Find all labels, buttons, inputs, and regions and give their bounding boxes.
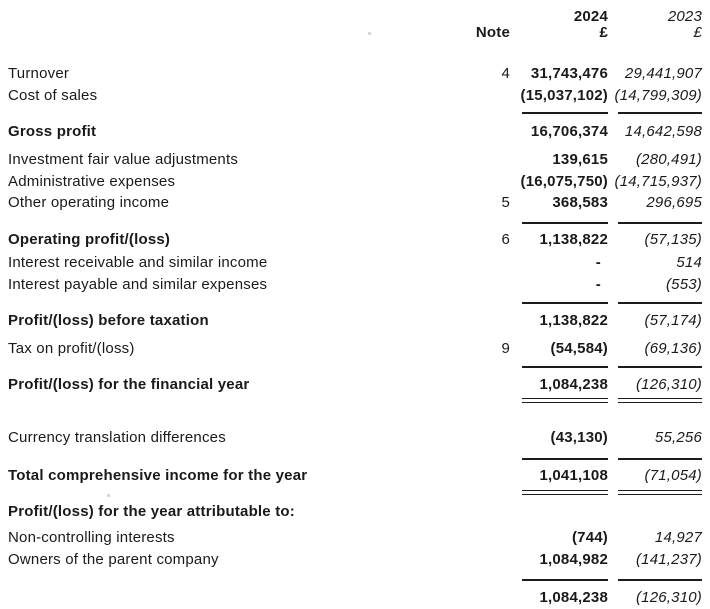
total-double-rule xyxy=(8,490,702,495)
value-2024: (54,584) xyxy=(550,340,608,357)
row-label: Non-controlling interests xyxy=(8,529,175,546)
row-label: Turnover xyxy=(8,65,70,82)
table-row-investment-fair-value-adjustments: Investment fair value adjustments 139,61… xyxy=(8,152,702,168)
subtotal-rule xyxy=(8,458,702,460)
subtotal-rule xyxy=(8,302,702,304)
value-2024: (16,075,750) xyxy=(520,173,608,190)
value-2023: (553) xyxy=(665,276,702,293)
value-2023: 29,441,907 xyxy=(624,65,702,82)
value-2024: 1,041,108 xyxy=(539,467,608,484)
row-label: Profit/(loss) for the financial year xyxy=(8,376,250,393)
table-row-profit-before-taxation: Profit/(loss) before taxation 1,138,822 … xyxy=(8,313,702,329)
column-header-2024: 2024 xyxy=(573,8,608,25)
scan-artifact-dot xyxy=(107,494,110,497)
row-label: Cost of sales xyxy=(8,87,98,104)
subtotal-rule xyxy=(8,366,702,368)
table-row-currency-translation-differences: Currency translation differences (43,130… xyxy=(8,430,702,446)
row-label: Tax on profit/(loss) xyxy=(8,340,135,357)
value-2023: (126,310) xyxy=(635,589,702,606)
value-2023: (57,135) xyxy=(644,231,702,248)
value-2024: (15,037,102) xyxy=(520,87,608,104)
note-value: 6 xyxy=(501,231,510,248)
value-2023: 14,927 xyxy=(654,529,702,546)
table-row-interest-payable: Interest payable and similar expenses - … xyxy=(8,277,702,293)
row-label: Profit/(loss) before taxation xyxy=(8,312,209,329)
row-label: Owners of the parent company xyxy=(8,551,219,568)
currency-symbol-2024: £ xyxy=(599,24,608,41)
value-2023: 514 xyxy=(676,254,702,271)
row-label: Gross profit xyxy=(8,123,97,140)
table-row-gross-profit: Gross profit 16,706,374 14,642,598 xyxy=(8,124,702,140)
value-2024: 368,583 xyxy=(552,194,608,211)
value-2024: - xyxy=(595,254,601,271)
value-2023: 296,695 xyxy=(646,194,702,211)
row-label: Operating profit/(loss) xyxy=(8,231,171,248)
value-2024: (43,130) xyxy=(550,429,608,446)
scan-artifact-dot xyxy=(368,32,371,35)
table-row-non-controlling-interests: Non-controlling interests (744) 14,927 xyxy=(8,530,702,546)
note-value: 5 xyxy=(501,194,510,211)
value-2024: - xyxy=(595,276,601,293)
value-2023: (126,310) xyxy=(635,376,702,393)
row-label: Currency translation differences xyxy=(8,429,226,446)
table-row-total-comprehensive-income: Total comprehensive income for the year … xyxy=(8,468,702,484)
row-label: Administrative expenses xyxy=(8,173,176,190)
value-2024: 139,615 xyxy=(552,151,608,168)
value-2024: 1,084,982 xyxy=(539,551,608,568)
table-row-attributable-total: 1,084,238 (126,310) xyxy=(8,590,702,606)
table-row-other-operating-income: Other operating income 5 368,583 296,695 xyxy=(8,195,702,211)
table-row-tax-on-profit: Tax on profit/(loss) 9 (54,584) (69,136) xyxy=(8,341,702,357)
value-2024: 1,084,238 xyxy=(539,589,608,606)
value-2023: (57,174) xyxy=(644,312,702,329)
subtotal-rule xyxy=(8,579,702,581)
value-2024: 16,706,374 xyxy=(530,123,608,140)
table-row-operating-profit-loss: Operating profit/(loss) 6 1,138,822 (57,… xyxy=(8,232,702,248)
value-2023: (14,799,309) xyxy=(614,87,702,104)
note-value: 4 xyxy=(501,65,510,82)
column-header-note: Note xyxy=(475,24,510,41)
column-header-units: Note £ £ xyxy=(8,25,702,41)
value-2023: 14,642,598 xyxy=(624,123,702,140)
table-row-owners-of-parent: Owners of the parent company 1,084,982 (… xyxy=(8,552,702,568)
value-2024: 1,084,238 xyxy=(539,376,608,393)
currency-symbol-2023: £ xyxy=(693,24,702,41)
value-2023: (69,136) xyxy=(644,340,702,357)
value-2024: 1,138,822 xyxy=(539,312,608,329)
table-row-turnover: Turnover 4 31,743,476 29,441,907 xyxy=(8,66,702,82)
value-2024: (744) xyxy=(571,529,608,546)
value-2023: 55,256 xyxy=(654,429,702,446)
row-label: Other operating income xyxy=(8,194,170,211)
table-row-administrative-expenses: Administrative expenses (16,075,750) (14… xyxy=(8,174,702,190)
value-2023: (71,054) xyxy=(644,467,702,484)
table-row-profit-for-financial-year: Profit/(loss) for the financial year 1,0… xyxy=(8,377,702,393)
table-row-cost-of-sales: Cost of sales (15,037,102) (14,799,309) xyxy=(8,88,702,104)
row-label: Investment fair value adjustments xyxy=(8,151,239,168)
value-2023: (141,237) xyxy=(635,551,702,568)
subtotal-rule xyxy=(8,112,702,114)
table-row-interest-receivable: Interest receivable and similar income -… xyxy=(8,255,702,271)
table-row-attributable-heading: Profit/(loss) for the year attributable … xyxy=(8,504,702,520)
section-heading: Profit/(loss) for the year attributable … xyxy=(8,503,295,520)
value-2024: 31,743,476 xyxy=(530,65,608,82)
value-2023: (14,715,937) xyxy=(614,173,702,190)
value-2024: 1,138,822 xyxy=(539,231,608,248)
row-label: Interest payable and similar expenses xyxy=(8,276,268,293)
value-2023: (280,491) xyxy=(635,151,702,168)
note-value: 9 xyxy=(501,340,510,357)
row-label: Interest receivable and similar income xyxy=(8,254,268,271)
row-label: Total comprehensive income for the year xyxy=(8,467,308,484)
column-header-2023: 2023 xyxy=(667,8,702,25)
column-header-years: 2024 2023 xyxy=(8,9,702,25)
total-double-rule xyxy=(8,398,702,403)
subtotal-rule xyxy=(8,222,702,224)
